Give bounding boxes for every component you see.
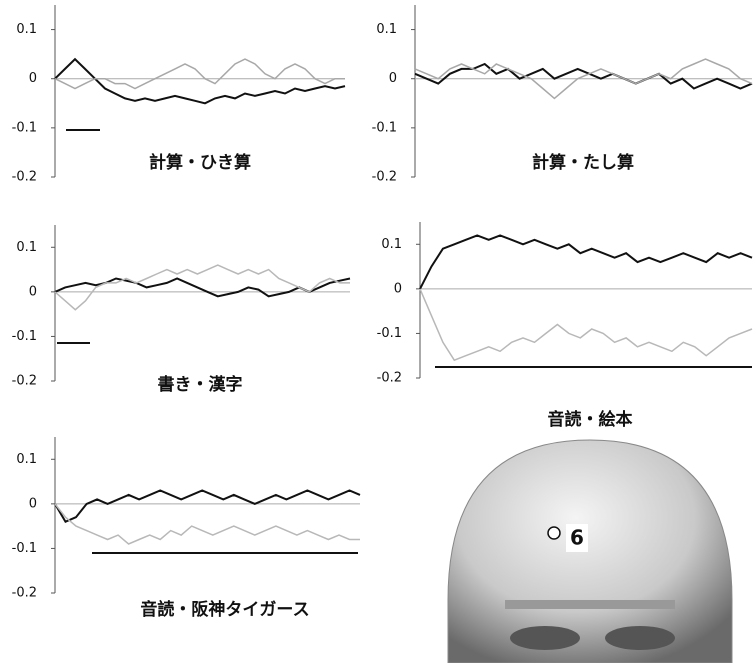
- chart-title: 書き・漢字: [158, 374, 243, 395]
- probe-label: 6: [570, 526, 584, 550]
- y-tick-label: 0: [29, 496, 37, 511]
- chart-title: 音読・絵本: [548, 409, 633, 430]
- y-tick-label: 0.1: [16, 22, 37, 37]
- data-line: [420, 289, 752, 360]
- y-tick-label: 0.1: [381, 237, 402, 252]
- y-tick-label: 0.1: [376, 22, 397, 37]
- chart-title: 計算・ひき算: [149, 152, 251, 173]
- data-line: [55, 279, 350, 297]
- brow-band: [505, 600, 675, 609]
- data-line: [55, 59, 345, 103]
- data-line: [55, 59, 345, 88]
- y-tick-label: -0.1: [12, 329, 37, 344]
- probe-marker: [548, 527, 560, 539]
- y-tick-label: -0.2: [12, 374, 37, 389]
- y-tick-label: 0.1: [16, 240, 37, 255]
- eye: [605, 626, 675, 650]
- figure: 6 -0.2 -0.1 0 0.1 計算・ひき算 -0.2 -0.1 0 0.1 計算・たし算 -0…: [0, 0, 755, 663]
- y-tick-label: 0.1: [16, 452, 37, 467]
- y-tick-label: -0.1: [372, 120, 397, 135]
- y-tick-label: -0.2: [372, 170, 397, 185]
- data-line: [55, 265, 350, 310]
- y-tick-label: -0.1: [12, 120, 37, 135]
- eye: [510, 626, 580, 650]
- data-line: [420, 235, 752, 289]
- y-tick-label: -0.1: [12, 541, 37, 556]
- y-tick-label: 0: [389, 71, 397, 86]
- y-tick-label: -0.2: [377, 371, 402, 386]
- y-tick-label: -0.2: [12, 586, 37, 601]
- head-figure: 6: [448, 440, 732, 663]
- y-tick-label: -0.1: [377, 326, 402, 341]
- head: [448, 440, 732, 663]
- data-line: [55, 504, 360, 544]
- y-tick-label: 0: [29, 71, 37, 86]
- chart-title: 音読・阪神タイガース: [140, 599, 309, 620]
- data-line: [55, 491, 360, 522]
- y-tick-label: 0: [29, 284, 37, 299]
- chart-title: 計算・たし算: [532, 152, 634, 173]
- y-tick-label: -0.2: [12, 170, 37, 185]
- y-tick-label: 0: [394, 281, 402, 296]
